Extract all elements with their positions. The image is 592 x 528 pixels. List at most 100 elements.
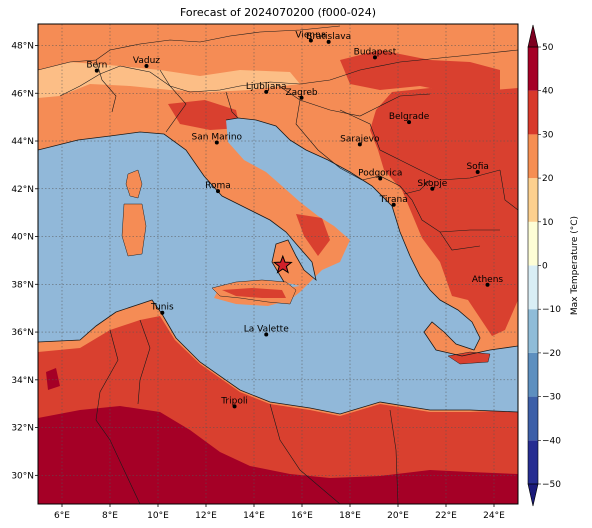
city-label: Sofia bbox=[466, 162, 488, 172]
lon-tick-label: 22°E bbox=[435, 511, 457, 521]
colorbar-band bbox=[528, 440, 538, 484]
colorbar-tick-label: −30 bbox=[542, 393, 561, 403]
coastline bbox=[38, 117, 518, 415]
colorbar-band bbox=[528, 352, 538, 397]
city-dot bbox=[94, 68, 99, 73]
city-dot bbox=[430, 186, 435, 191]
city-label: Tunis bbox=[150, 303, 174, 313]
colorbar-band bbox=[528, 221, 538, 266]
city-label: Ljubljana bbox=[246, 82, 287, 92]
lat-tick-label: 34°N bbox=[11, 376, 34, 386]
colorbar-tick-label: 40 bbox=[542, 87, 554, 97]
lat-tick-label: 42°N bbox=[11, 185, 34, 195]
island-sicily-hot bbox=[222, 288, 286, 298]
city-label: La Valette bbox=[244, 324, 289, 334]
city-dot bbox=[357, 142, 362, 147]
city-label: Skopje bbox=[417, 179, 447, 189]
latitude-axis: 30°N 32°N 34°N 36°N 38°N 40°N 42°N 44°N 46°N 48°N bbox=[11, 41, 38, 481]
colorbar-extend-min bbox=[527, 483, 539, 507]
city-dot bbox=[160, 310, 165, 315]
lon-tick-label: 12°E bbox=[195, 511, 217, 521]
city-label: Tripoli bbox=[220, 396, 248, 406]
city-dot bbox=[264, 332, 269, 337]
city-dot bbox=[144, 64, 149, 69]
colorbar-extend-max bbox=[527, 24, 539, 48]
colorbar-tick-label: 20 bbox=[542, 174, 554, 184]
city-dot bbox=[372, 55, 377, 60]
lat-tick-label: 40°N bbox=[11, 233, 34, 243]
city-dot bbox=[326, 39, 331, 44]
temp-zone-alps bbox=[38, 62, 300, 98]
lon-tick-label: 16°E bbox=[291, 511, 313, 521]
temp-zone-hungary bbox=[340, 50, 500, 94]
city-label: Athens bbox=[472, 275, 503, 285]
city-label: Budapest bbox=[354, 47, 397, 57]
colorbar-band bbox=[528, 134, 538, 179]
city-label: Vienna bbox=[295, 30, 326, 40]
lat-tick-label: 36°N bbox=[11, 328, 34, 338]
colorbar-band bbox=[528, 178, 538, 222]
lat-tick-label: 44°N bbox=[11, 137, 34, 147]
longitude-axis: 6°E 8°E 10°E 12°E 14°E 16°E 18°E 20°E 22°E 24°E bbox=[54, 504, 505, 521]
lon-tick-label: 18°E bbox=[339, 511, 361, 521]
colorbar-tick-label: 50 bbox=[542, 43, 554, 53]
city-label: Roma bbox=[205, 181, 231, 191]
city-dot bbox=[485, 282, 490, 287]
lon-tick-label: 14°E bbox=[243, 511, 265, 521]
colorbar-band bbox=[528, 265, 538, 310]
city-label: Podgorica bbox=[358, 169, 402, 179]
city-dot bbox=[264, 89, 269, 94]
city-dot bbox=[378, 176, 383, 181]
temp-zone-calabria bbox=[296, 214, 330, 256]
country-borders bbox=[38, 25, 518, 504]
colorbar-tick-label: 0 bbox=[542, 262, 548, 272]
colorbar-band bbox=[528, 90, 538, 135]
colorbar-band bbox=[528, 396, 538, 441]
colorbar-label: Max Temperature (°C) bbox=[570, 216, 580, 315]
lat-tick-label: 32°N bbox=[11, 424, 34, 434]
colorbar: −50 −40 −30 −20 −10 0 10 20 30 40 50 Max Temperatur… bbox=[527, 24, 580, 507]
city-dot bbox=[232, 404, 237, 409]
lon-tick-label: 6°E bbox=[54, 511, 70, 521]
graticule bbox=[38, 24, 518, 504]
temp-zone-balkans bbox=[370, 88, 518, 336]
temp-zone-algeria-coast bbox=[46, 368, 60, 390]
city-dot bbox=[299, 95, 304, 100]
city-label: Sarajevo bbox=[340, 134, 380, 144]
colorbar-tick-label: 10 bbox=[542, 218, 554, 228]
city-dot bbox=[391, 202, 396, 207]
city-dot bbox=[216, 189, 220, 194]
city-label: Bern bbox=[86, 61, 107, 71]
island-sardinia bbox=[121, 203, 147, 257]
colorbar-band bbox=[528, 47, 538, 91]
city-dot bbox=[407, 120, 412, 125]
colorbar-tick-label: 30 bbox=[542, 130, 554, 140]
lon-tick-label: 20°E bbox=[387, 511, 409, 521]
lon-tick-label: 10°E bbox=[147, 511, 169, 521]
map-title: Forecast of 2024070200 (f000-024) bbox=[179, 6, 377, 19]
city-dot bbox=[214, 140, 219, 145]
lat-tick-label: 46°N bbox=[11, 89, 34, 99]
map-frame bbox=[37, 23, 519, 505]
island-corsica bbox=[125, 169, 143, 199]
city-label: Bratislava bbox=[306, 32, 351, 42]
city-dot bbox=[308, 38, 313, 43]
city-label: San Marino bbox=[192, 132, 243, 142]
city-label: Vaduz bbox=[133, 56, 160, 66]
colorbar-tick-label: −20 bbox=[542, 349, 561, 359]
lat-tick-label: 30°N bbox=[11, 471, 34, 481]
lon-tick-label: 8°E bbox=[102, 511, 118, 521]
city-dot bbox=[475, 170, 480, 175]
colorbar-tick-label: −10 bbox=[542, 305, 561, 315]
star-marker bbox=[272, 254, 293, 274]
city-label: Belgrade bbox=[389, 112, 430, 122]
lat-tick-label: 38°N bbox=[11, 280, 34, 290]
colorbar-tick-label: −40 bbox=[542, 436, 561, 446]
colorbar-tick-label: −50 bbox=[542, 480, 561, 490]
colorbar-band bbox=[528, 309, 538, 353]
city-label: Tirana bbox=[379, 195, 408, 205]
